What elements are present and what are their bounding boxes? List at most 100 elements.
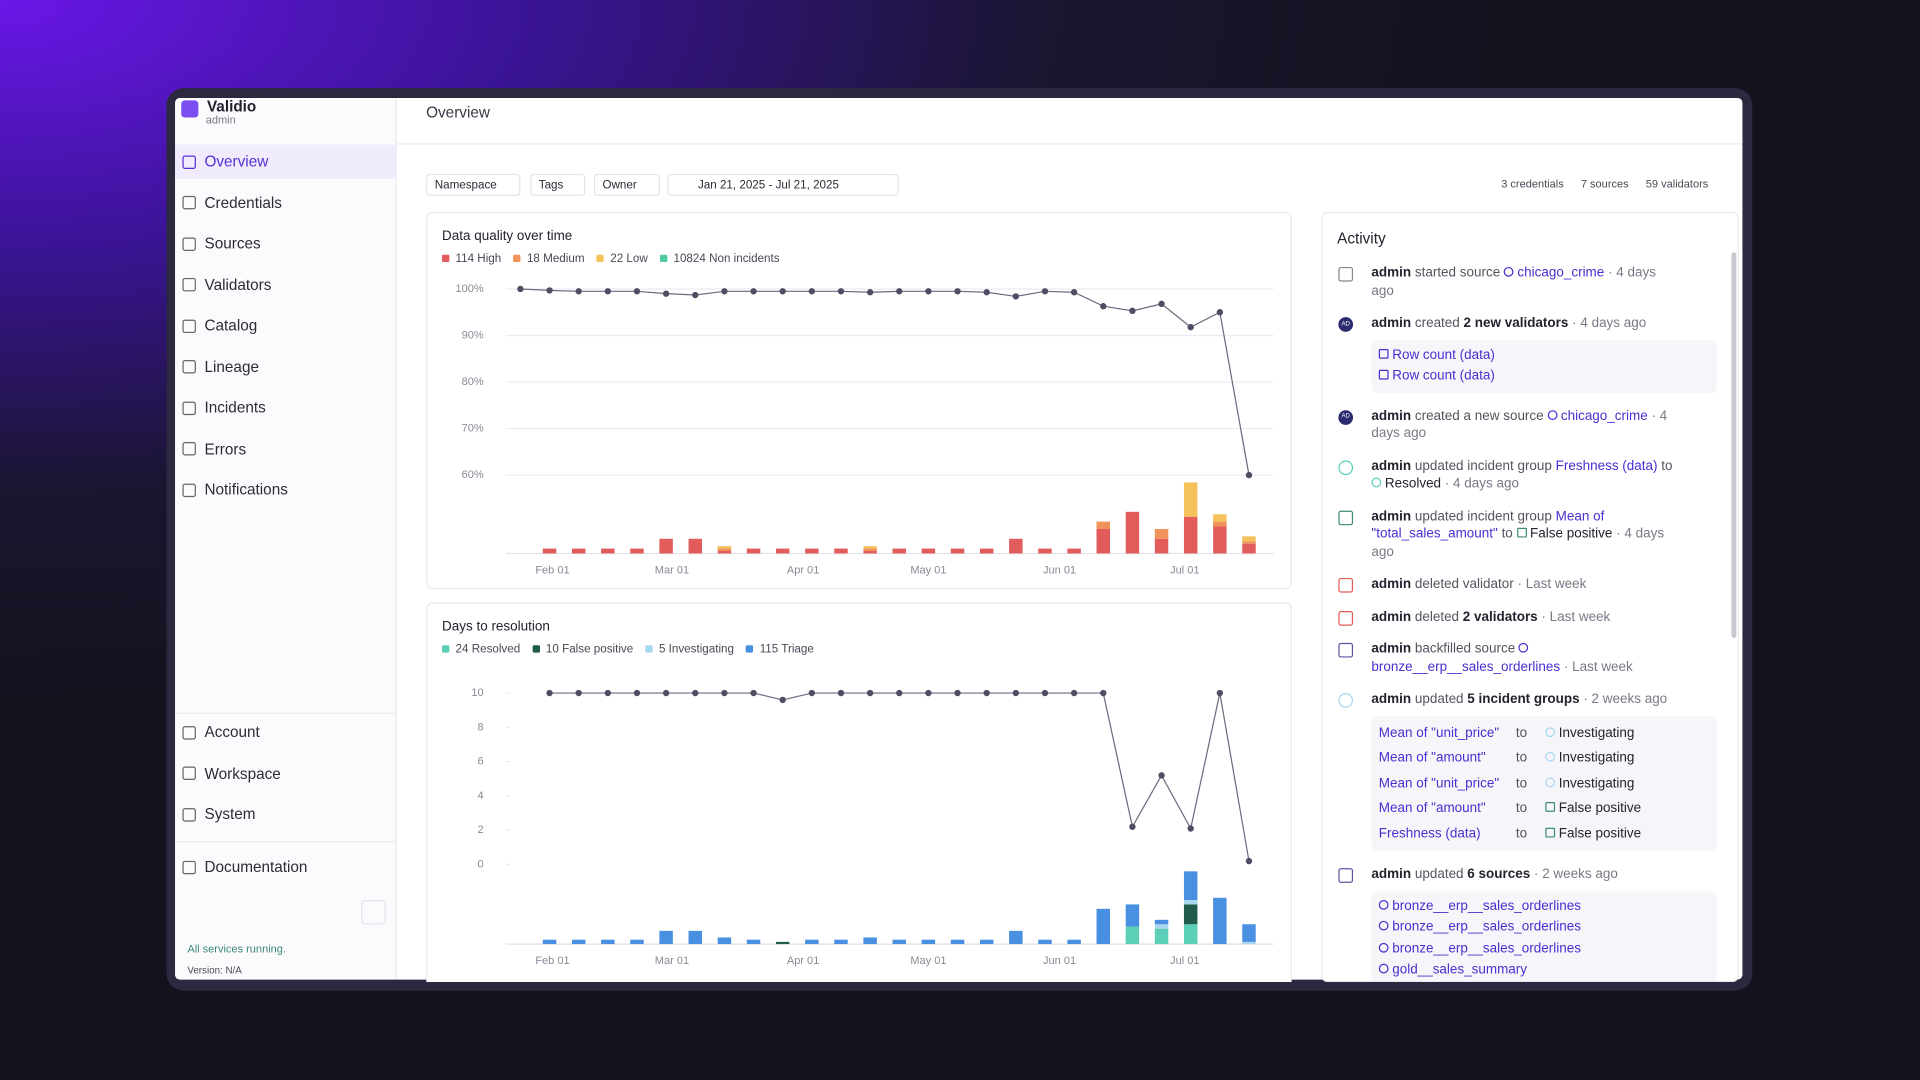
- bar: [1242, 543, 1256, 554]
- detail-row: Mean of "amount" to Investigating: [1379, 746, 1710, 771]
- activity-source[interactable]: chicago_crime: [1547, 408, 1648, 423]
- activity-icon: AD: [1338, 317, 1354, 332]
- nav-item[interactable]: Notifications: [175, 473, 395, 507]
- activity-link[interactable]: Mean of "amount": [1378, 800, 1486, 816]
- line-point: [517, 285, 524, 293]
- y-tick-label: 100%: [455, 283, 483, 295]
- activity-plain: to: [1661, 458, 1673, 474]
- x-tick-label: Mar 01: [655, 955, 689, 967]
- filter-owner[interactable]: Owner: [593, 173, 660, 196]
- line-point: [896, 288, 903, 295]
- activity-bold: admin: [1371, 641, 1412, 657]
- nav-item[interactable]: Incidents: [175, 391, 395, 425]
- bar: [1213, 526, 1227, 554]
- detail-row: Row count (data): [1379, 366, 1710, 387]
- nav-label: Catalog: [204, 317, 258, 335]
- bar: [746, 548, 761, 554]
- line-point: [1158, 772, 1165, 779]
- activity-source[interactable]: bronze__erp__sales_orderlines: [1379, 898, 1581, 913]
- activity-link[interactable]: Mean of "total_sales_amount": [1371, 508, 1605, 542]
- line-point: [1245, 857, 1253, 865]
- line-point: [750, 288, 757, 295]
- nav-item[interactable]: Errors: [175, 432, 395, 466]
- bar: [1125, 511, 1140, 554]
- line-point: [1216, 309, 1224, 316]
- activity-source[interactable]: bronze__erp__sales_orderlines: [1371, 642, 1560, 674]
- bar: [571, 548, 586, 554]
- activity-link[interactable]: Mean of "unit_price": [1378, 775, 1500, 791]
- x-tick-label: Apr 01: [787, 565, 819, 577]
- app-name[interactable]: Validio: [206, 97, 257, 116]
- line-point: [837, 689, 845, 697]
- activity-bold: admin: [1371, 609, 1412, 624]
- activity-muted: · Last week: [1517, 576, 1587, 592]
- activity-plain: to: [1501, 526, 1513, 542]
- x-tick-label: Jul 01: [1170, 955, 1199, 967]
- activity-muted: · Last week: [1563, 659, 1633, 675]
- activity-status: False positive: [1545, 796, 1709, 821]
- nav-item[interactable]: Credentials: [175, 186, 395, 220]
- bar: [979, 939, 994, 945]
- line: [549, 692, 1250, 862]
- date-range[interactable]: Jan 21, 2025 - Jul 21, 2025: [667, 173, 899, 196]
- bar: [688, 538, 702, 554]
- legend-swatch: [645, 645, 653, 653]
- detail-box: bronze__erp__sales_orderlines bronze__erp…: [1371, 890, 1717, 981]
- collapse-button[interactable]: [361, 900, 386, 925]
- nav-label: Credentials: [204, 194, 282, 212]
- x-tick-label: May 01: [910, 955, 946, 967]
- activity-source[interactable]: gold__sales_summary: [1379, 962, 1527, 977]
- detail-box: Mean of "unit_price" to Investigating Mean …: [1371, 715, 1717, 852]
- activity-source[interactable]: chicago_crime: [1504, 266, 1604, 281]
- activity-validator[interactable]: Row count (data): [1379, 369, 1495, 384]
- filter-tags[interactable]: Tags: [530, 173, 586, 196]
- activity-item: admin deleted validator · Last week: [1322, 576, 1677, 594]
- legend-count: 115: [759, 642, 779, 657]
- activity-link[interactable]: Mean of "unit_price": [1378, 725, 1500, 741]
- detail-row: bronze__erp__sales_orderlines: [1379, 939, 1710, 960]
- y-tick-label: 80%: [462, 376, 484, 388]
- activity-link[interactable]: Freshness (data): [1555, 458, 1658, 474]
- activity-icon: [1338, 459, 1354, 475]
- activity-plain: to: [1515, 750, 1528, 766]
- activity-item: admin updated incident group Freshness (…: [1322, 457, 1677, 493]
- activity-icon: [1338, 577, 1354, 593]
- bar: [659, 930, 673, 945]
- bar: [1096, 521, 1110, 529]
- activity-text: admin backfilled source bronze__erp__sal…: [1371, 640, 1677, 676]
- bar: [1154, 928, 1169, 945]
- activity-validator[interactable]: Row count (data): [1379, 347, 1495, 362]
- activity-plain: to: [1515, 800, 1528, 816]
- nav-item[interactable]: Catalog: [175, 309, 395, 343]
- activity-text: admin created a new source chicago_crime…: [1371, 407, 1677, 443]
- activity-source[interactable]: bronze__erp__sales_orderlines: [1379, 941, 1581, 956]
- activity-false-positive: False positive: [1517, 527, 1612, 542]
- nav-item[interactable]: System: [175, 797, 395, 831]
- nav-item[interactable]: Sources: [175, 227, 395, 261]
- legend-label: Resolved: [471, 642, 521, 657]
- activity-link[interactable]: Freshness (data): [1378, 825, 1481, 841]
- bar: [1183, 516, 1198, 554]
- nav-item[interactable]: Overview: [175, 144, 396, 179]
- filter-namespace[interactable]: Namespace: [426, 173, 521, 196]
- line-point: [954, 288, 961, 295]
- nav-item[interactable]: Account: [175, 715, 395, 749]
- activity-text: admin deleted 2 validators · Last week: [1371, 608, 1677, 626]
- legend-swatch: [746, 645, 754, 653]
- sidebar: Validio admin Documentation All services…: [175, 97, 397, 980]
- detail-row: Mean of "amount" to False positive: [1379, 796, 1710, 821]
- activity-link[interactable]: Mean of "amount": [1378, 750, 1486, 766]
- nav-item[interactable]: Lineage: [175, 350, 395, 384]
- nav-item[interactable]: Validators: [175, 268, 395, 302]
- nav-documentation[interactable]: Documentation: [175, 850, 395, 884]
- nav-icon: [182, 277, 196, 292]
- bar: [746, 939, 761, 945]
- activity-source[interactable]: bronze__erp__sales_orderlines: [1379, 920, 1581, 935]
- nav-item[interactable]: Workspace: [175, 756, 395, 790]
- legend-count: 18: [526, 252, 540, 266]
- detail-row: bronze__erp__sales_orderlines: [1379, 917, 1710, 938]
- bar: [979, 548, 994, 554]
- bar: [659, 538, 673, 554]
- count: 59 validators: [1645, 177, 1709, 190]
